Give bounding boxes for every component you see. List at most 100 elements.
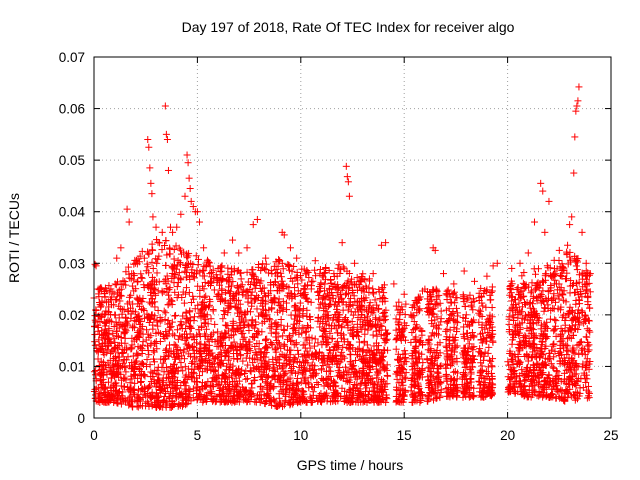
y-tick-label: 0.01 xyxy=(59,359,85,374)
data-point xyxy=(266,324,274,332)
data-point xyxy=(327,279,335,287)
data-point xyxy=(546,315,554,323)
data-point xyxy=(145,143,153,151)
grid-lines xyxy=(94,57,611,418)
data-point xyxy=(115,364,123,372)
data-point xyxy=(550,326,558,334)
data-point xyxy=(279,297,287,305)
data-point xyxy=(555,246,563,254)
data-point xyxy=(164,166,172,174)
data-point xyxy=(383,395,391,403)
data-point xyxy=(143,356,151,364)
data-point xyxy=(113,254,121,262)
data-point xyxy=(452,304,460,312)
data-point xyxy=(469,393,477,401)
data-point xyxy=(243,244,251,252)
data-point xyxy=(158,228,166,236)
data-point xyxy=(163,136,171,144)
data-point xyxy=(172,311,180,319)
data-point xyxy=(361,330,369,338)
data-point xyxy=(244,361,252,369)
data-point xyxy=(586,304,594,312)
data-point xyxy=(137,270,145,278)
data-point xyxy=(154,306,162,314)
data-point xyxy=(194,261,202,269)
data-point xyxy=(253,215,261,223)
data-point xyxy=(146,164,154,172)
data-point xyxy=(301,290,309,298)
data-point xyxy=(393,375,401,383)
data-point xyxy=(185,174,193,182)
data-point xyxy=(230,338,238,346)
data-point xyxy=(134,351,142,359)
data-point xyxy=(94,327,102,335)
data-point xyxy=(345,192,353,200)
data-point xyxy=(97,302,105,310)
data-point xyxy=(384,372,392,380)
data-point xyxy=(293,254,301,262)
data-point xyxy=(326,301,334,309)
data-point xyxy=(173,283,181,291)
data-point xyxy=(242,375,250,383)
data-point xyxy=(342,289,350,297)
data-point xyxy=(307,298,315,306)
data-point xyxy=(338,348,346,356)
data-point xyxy=(250,373,258,381)
data-point xyxy=(294,346,302,354)
data-point xyxy=(221,352,229,360)
data-point xyxy=(119,388,127,396)
data-point xyxy=(309,277,317,285)
data-point xyxy=(125,218,133,226)
y-tick-label: 0.05 xyxy=(59,153,85,168)
data-point xyxy=(123,205,131,213)
data-point xyxy=(411,324,419,332)
data-point xyxy=(316,265,324,273)
data-point xyxy=(220,249,228,257)
data-point xyxy=(450,368,458,376)
data-point xyxy=(149,246,157,254)
data-point xyxy=(539,187,547,195)
x-tick-label: 25 xyxy=(603,428,618,443)
data-point xyxy=(321,268,329,276)
data-point xyxy=(585,346,593,354)
data-point xyxy=(211,320,219,328)
y-axis-label: ROTI / TECUs xyxy=(6,193,22,283)
data-point xyxy=(401,347,409,355)
data-point xyxy=(177,359,185,367)
y-tick-label: 0.06 xyxy=(59,102,85,117)
data-point xyxy=(327,367,335,375)
data-point xyxy=(279,332,287,340)
data-point xyxy=(164,301,172,309)
data-point xyxy=(475,306,483,314)
data-point xyxy=(366,299,374,307)
data-point xyxy=(189,385,197,393)
data-point xyxy=(185,308,193,316)
data-point xyxy=(541,228,549,236)
data-point xyxy=(575,83,583,91)
x-tick-label: 5 xyxy=(194,428,202,443)
data-point xyxy=(576,300,584,308)
data-point xyxy=(400,290,408,298)
data-point xyxy=(447,299,455,307)
data-point xyxy=(162,237,170,245)
data-point xyxy=(171,312,179,320)
data-point xyxy=(566,221,574,229)
data-point xyxy=(153,259,161,267)
data-point xyxy=(221,307,229,315)
data-point xyxy=(568,213,576,221)
data-point xyxy=(460,267,468,275)
data-point xyxy=(392,336,400,344)
data-point xyxy=(286,244,294,252)
data-point xyxy=(582,259,590,267)
data-point xyxy=(160,307,168,315)
data-point xyxy=(148,240,156,248)
x-tick-label: 20 xyxy=(500,428,515,443)
data-point xyxy=(309,388,317,396)
data-point xyxy=(551,316,559,324)
data-point xyxy=(516,259,524,267)
data-point xyxy=(307,285,315,293)
data-point xyxy=(134,277,142,285)
data-point xyxy=(249,221,257,229)
data-point xyxy=(283,306,291,314)
data-point xyxy=(530,218,538,226)
